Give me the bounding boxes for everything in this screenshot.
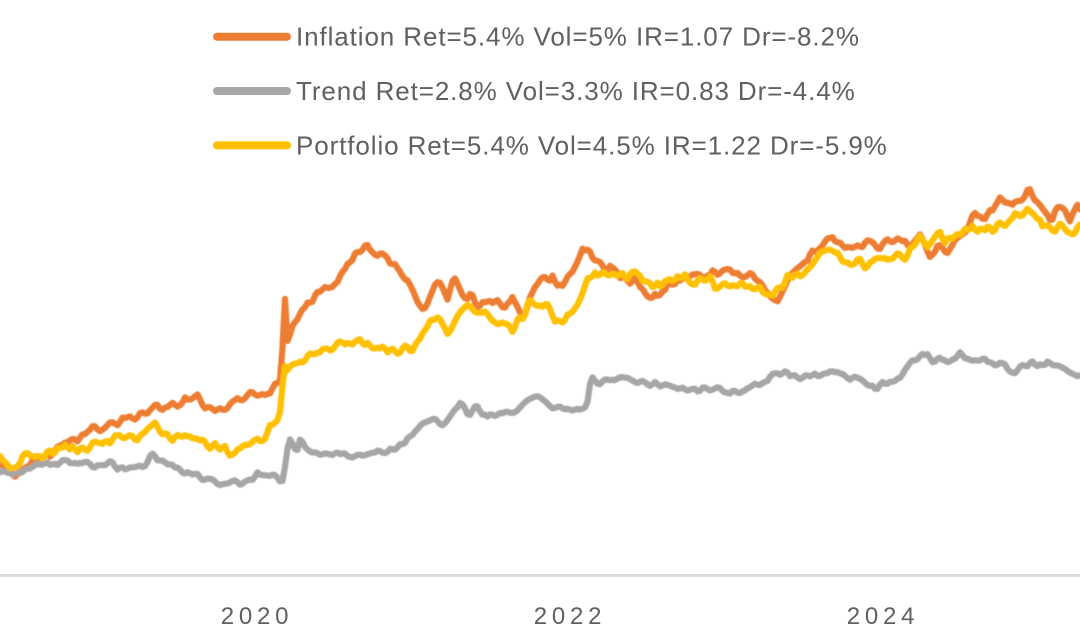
svg-text:Trend Ret=2.8% Vol=3.3% IR=0.8: Trend Ret=2.8% Vol=3.3% IR=0.83 Dr=-4.4% [296,76,856,106]
svg-text:2022: 2022 [534,603,607,630]
svg-text:2024: 2024 [847,603,920,630]
svg-text:2020: 2020 [221,603,294,630]
svg-text:Portfolio Ret=5.4% Vol=4.5% IR: Portfolio Ret=5.4% Vol=4.5% IR=1.22 Dr=-… [296,130,888,160]
svg-text:Inflation Ret=5.4% Vol=5% IR=1: Inflation Ret=5.4% Vol=5% IR=1.07 Dr=-8.… [296,22,860,52]
